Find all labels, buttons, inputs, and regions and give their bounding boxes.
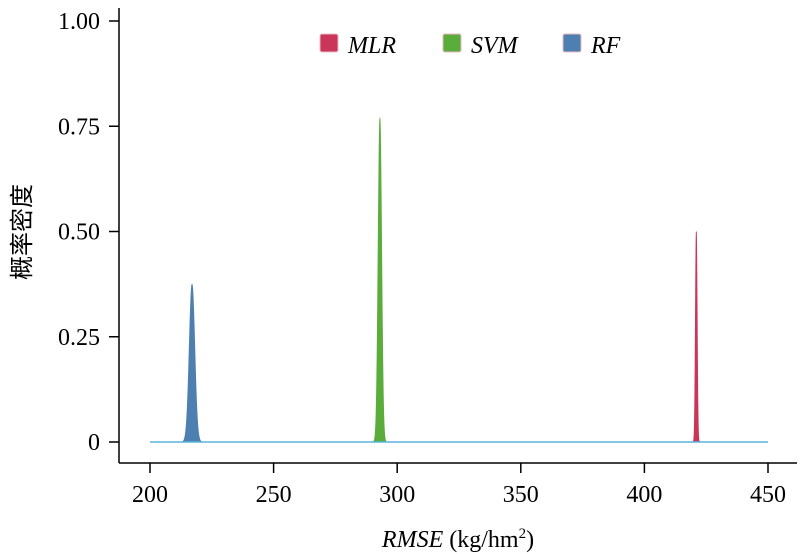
y-axis-title: 概率密度 [8,184,36,280]
y-tick-label: 1.00 [58,9,100,35]
legend-swatch-rf [562,33,582,53]
legend-label-rf: RF [590,33,621,59]
legend-item-svm: SVM [442,33,520,59]
axes [118,8,797,464]
y-tick-label: 0 [88,430,100,456]
x-tick-label: 200 [132,482,168,508]
x-axis-title: RMSE (kg/hm2) [381,526,534,553]
x-tick-label: 300 [379,482,415,508]
plot-area [150,117,768,443]
y-tick-label: 0.25 [58,325,100,351]
y-tick-label: 0.75 [58,114,100,140]
legend-swatch-mlr [319,33,339,53]
density-svm [371,117,389,443]
legend-swatch-svm [442,33,462,53]
legend-item-rf: RF [562,33,621,59]
x-tick-label: 350 [503,482,539,508]
legend-item-mlr: MLR [319,33,396,59]
x-tick-label: 450 [750,482,786,508]
x-tick-label: 400 [626,482,662,508]
legend-label-mlr: MLR [347,33,396,59]
density-mlr [692,231,701,443]
legend: MLR SVM RF [319,33,621,59]
ticks: 200 250 300 350 400 450 0 0.25 0.50 0.75 1.00 [58,9,786,508]
y-tick-label: 0.50 [58,220,100,246]
x-tick-label: 250 [256,482,292,508]
density-rf [179,284,205,443]
legend-label-svm: SVM [471,33,520,59]
